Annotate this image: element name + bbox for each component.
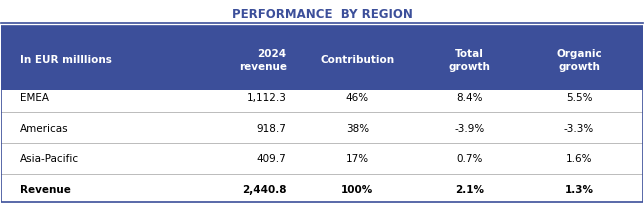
Text: -3.3%: -3.3%	[564, 124, 594, 134]
Text: Asia-Pacific: Asia-Pacific	[20, 154, 79, 164]
Text: Americas: Americas	[20, 124, 69, 134]
Text: 17%: 17%	[346, 154, 369, 164]
Text: 0.7%: 0.7%	[457, 154, 483, 164]
Text: Organic
growth: Organic growth	[556, 49, 602, 72]
Text: 46%: 46%	[346, 93, 369, 103]
Text: -3.9%: -3.9%	[455, 124, 485, 134]
Text: 5.5%: 5.5%	[566, 93, 592, 103]
Text: 918.7: 918.7	[257, 124, 287, 134]
Text: 2,440.8: 2,440.8	[242, 185, 287, 195]
Text: 409.7: 409.7	[257, 154, 287, 164]
Text: Total
growth: Total growth	[449, 49, 491, 72]
Text: 100%: 100%	[341, 185, 374, 195]
FancyBboxPatch shape	[1, 26, 643, 90]
Text: 8.4%: 8.4%	[457, 93, 483, 103]
Text: 2024
revenue: 2024 revenue	[239, 49, 287, 72]
Text: Contribution: Contribution	[320, 55, 394, 65]
Text: 1,112.3: 1,112.3	[247, 93, 287, 103]
Text: In EUR milllions: In EUR milllions	[20, 55, 112, 65]
Text: EMEA: EMEA	[20, 93, 49, 103]
Text: 38%: 38%	[346, 124, 369, 134]
Text: 1.3%: 1.3%	[565, 185, 594, 195]
Text: Revenue: Revenue	[20, 185, 71, 195]
Text: PERFORMANCE  BY REGION: PERFORMANCE BY REGION	[232, 8, 412, 21]
Text: 1.6%: 1.6%	[566, 154, 592, 164]
Text: 2.1%: 2.1%	[455, 185, 484, 195]
